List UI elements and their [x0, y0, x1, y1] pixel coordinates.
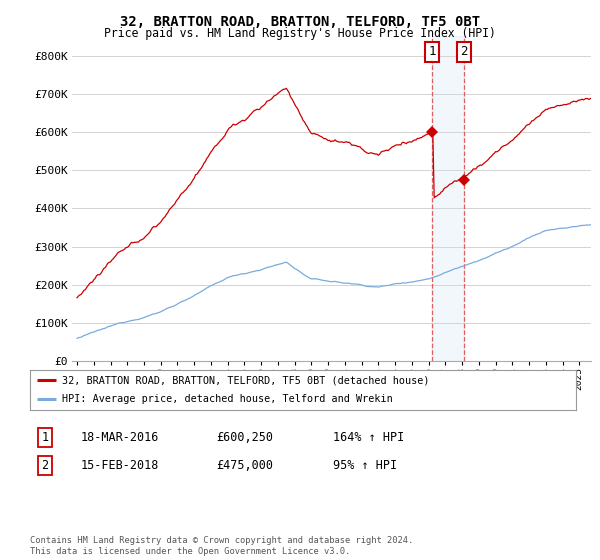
- Text: £475,000: £475,000: [216, 459, 273, 473]
- Text: HPI: Average price, detached house, Telford and Wrekin: HPI: Average price, detached house, Telf…: [62, 394, 392, 404]
- Text: Price paid vs. HM Land Registry's House Price Index (HPI): Price paid vs. HM Land Registry's House …: [104, 27, 496, 40]
- Text: 95% ↑ HPI: 95% ↑ HPI: [333, 459, 397, 473]
- Text: £600,250: £600,250: [216, 431, 273, 445]
- Text: 1: 1: [41, 431, 49, 445]
- Text: 32, BRATTON ROAD, BRATTON, TELFORD, TF5 0BT (detached house): 32, BRATTON ROAD, BRATTON, TELFORD, TF5 …: [62, 376, 429, 385]
- Bar: [432, 36, 464, 361]
- Text: 15-FEB-2018: 15-FEB-2018: [81, 459, 160, 473]
- Text: 2: 2: [460, 45, 468, 58]
- Text: 1: 1: [428, 45, 436, 58]
- Text: 18-MAR-2016: 18-MAR-2016: [81, 431, 160, 445]
- Text: 2: 2: [41, 459, 49, 473]
- Text: 32, BRATTON ROAD, BRATTON, TELFORD, TF5 0BT: 32, BRATTON ROAD, BRATTON, TELFORD, TF5 …: [120, 15, 480, 29]
- Text: 164% ↑ HPI: 164% ↑ HPI: [333, 431, 404, 445]
- Text: Contains HM Land Registry data © Crown copyright and database right 2024.
This d: Contains HM Land Registry data © Crown c…: [30, 536, 413, 556]
